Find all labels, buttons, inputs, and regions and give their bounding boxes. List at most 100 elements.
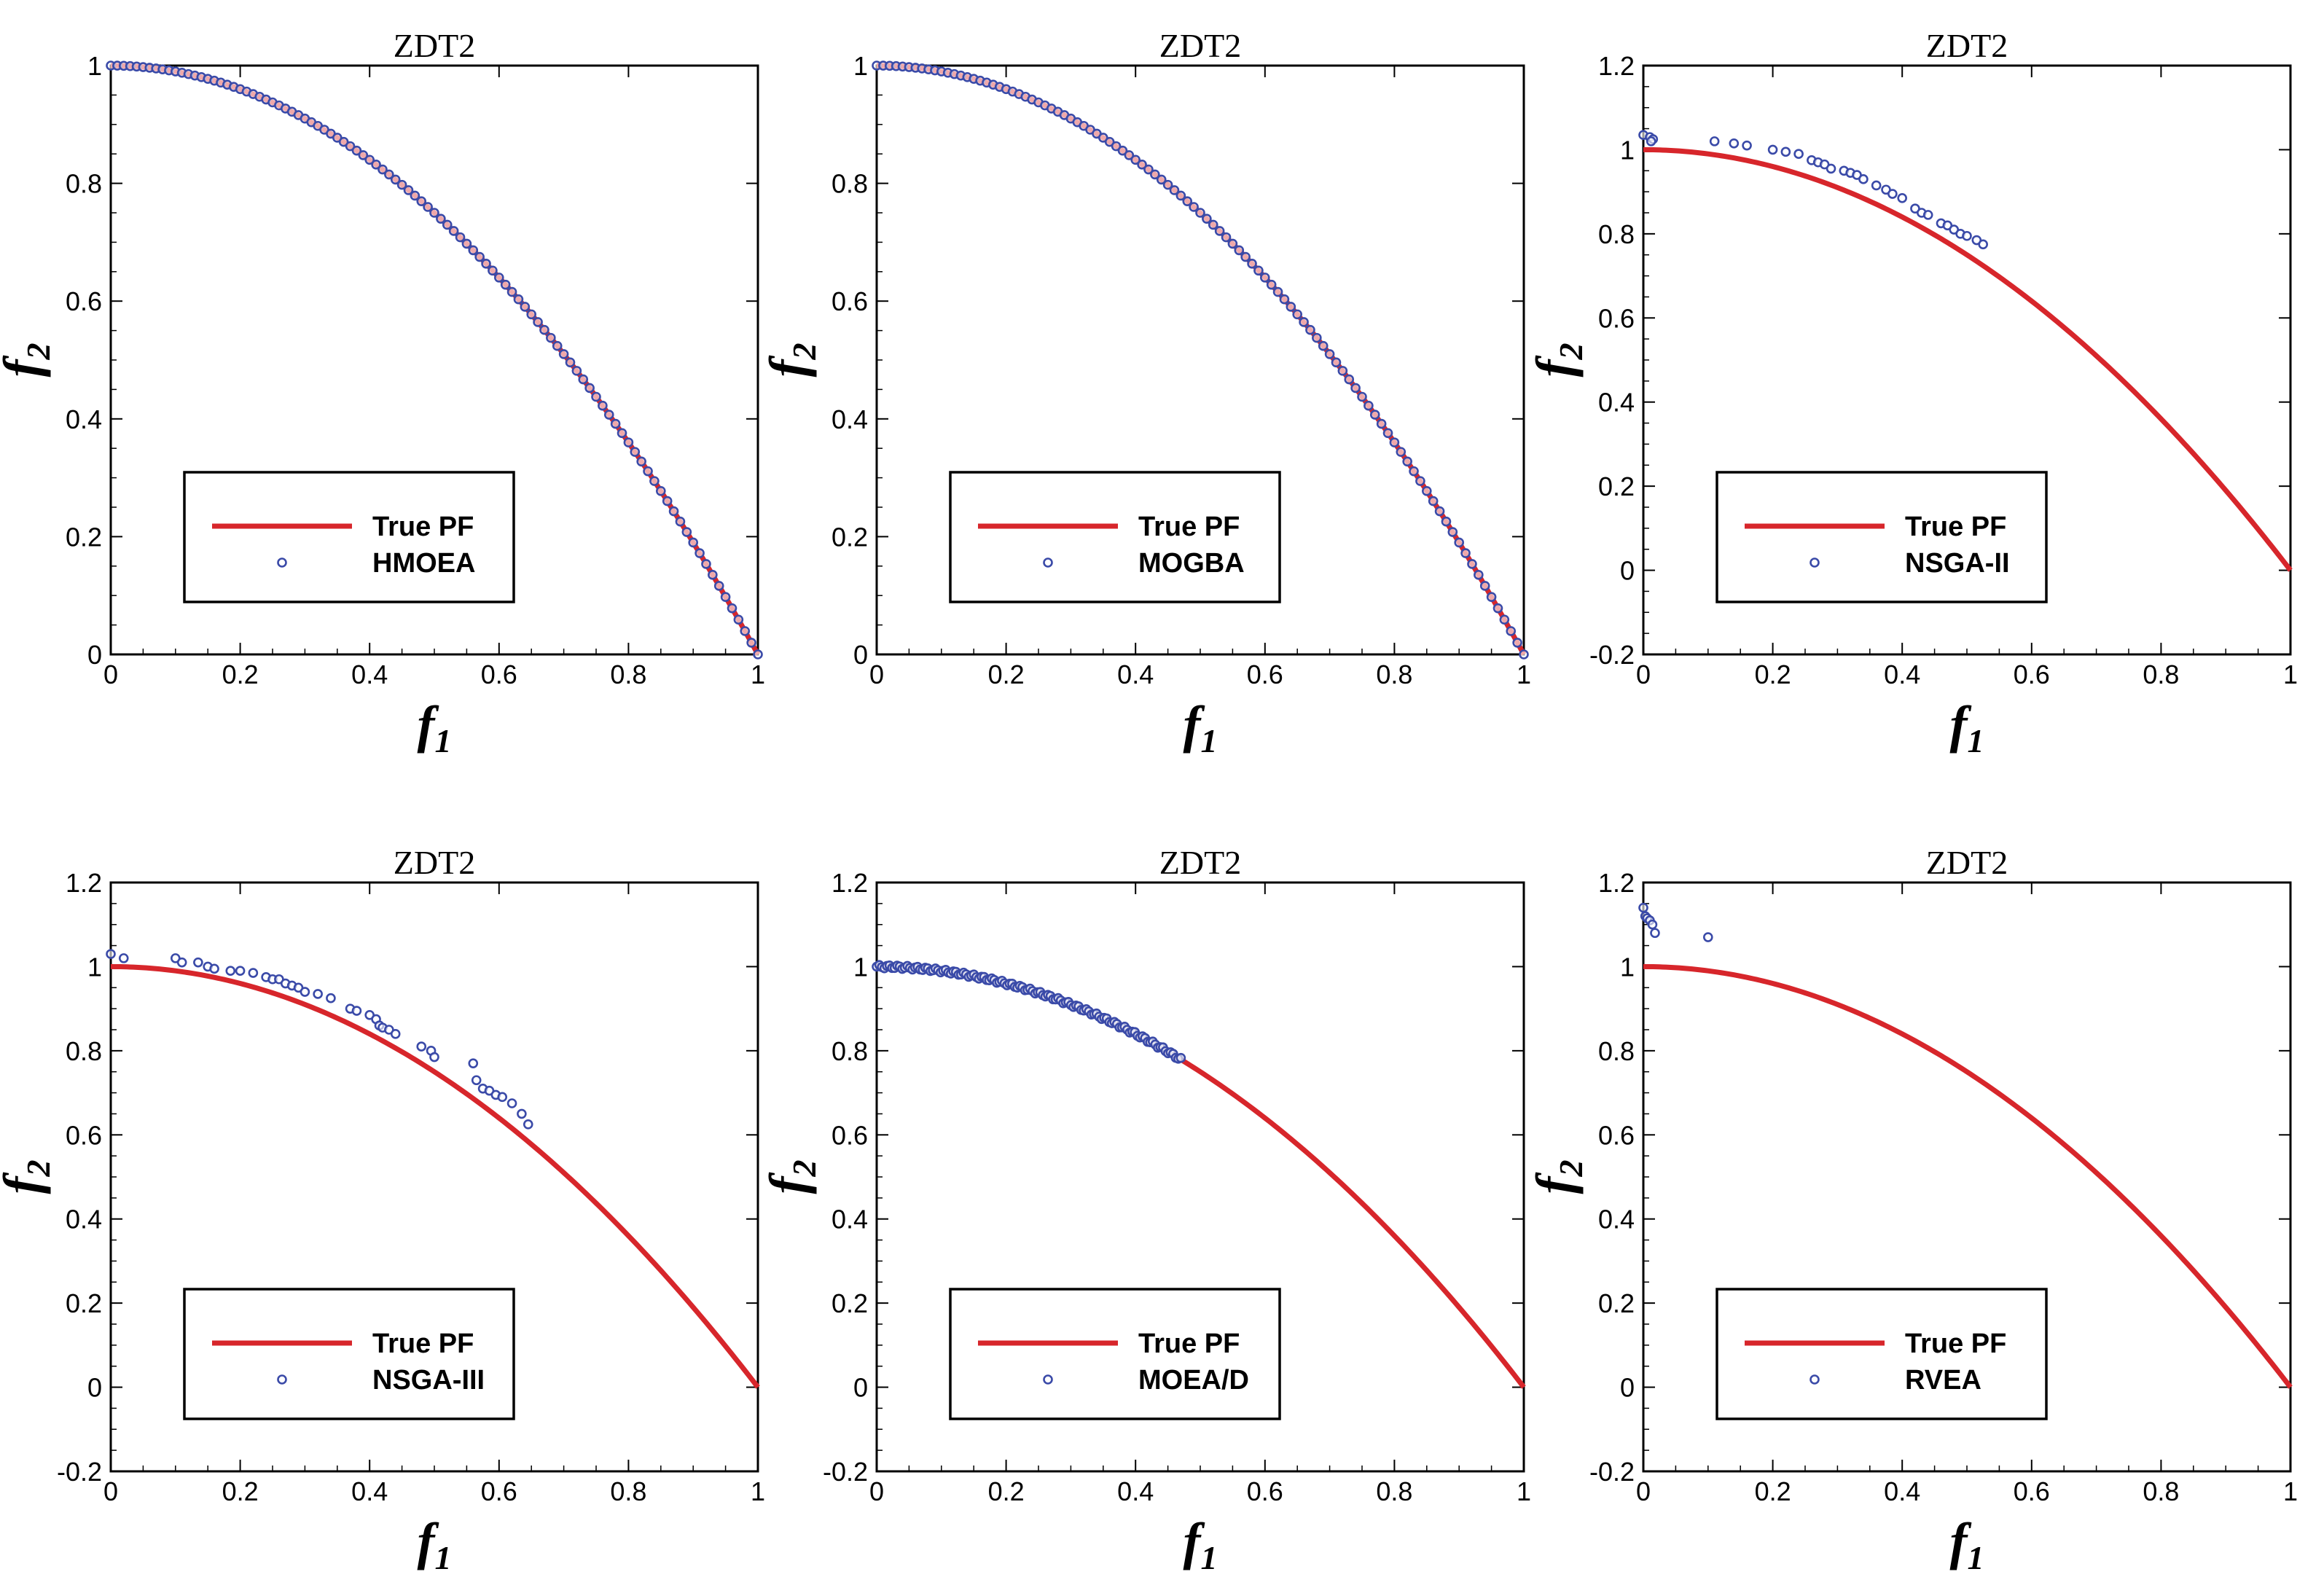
data-point: [1260, 273, 1270, 283]
data-point: [610, 418, 621, 429]
data-point: [662, 496, 673, 506]
data-point: [733, 614, 744, 625]
legend-marker-label: MOGBA: [1138, 548, 1245, 579]
data-point: [1150, 169, 1160, 180]
data-point: [1422, 485, 1432, 496]
data-point: [461, 238, 472, 249]
data-point: [623, 437, 634, 447]
data-point: [176, 957, 187, 968]
data-point: [1324, 349, 1335, 359]
data-point: [1272, 286, 1283, 297]
data-point: [1376, 418, 1387, 429]
data-point: [753, 649, 763, 660]
data-point: [1369, 410, 1380, 420]
x-tick-label: 0.8: [2143, 660, 2179, 689]
data-point: [1499, 614, 1510, 625]
x-tick-label: 0: [103, 660, 118, 689]
y-tick-label: 0.4: [66, 1205, 102, 1234]
data-point: [474, 251, 485, 262]
data-point: [1382, 428, 1393, 439]
data-point: [643, 466, 653, 477]
chart-title: ZDT2: [1159, 27, 1241, 64]
data-point: [1519, 649, 1529, 660]
x-tick-label: 1: [751, 1476, 765, 1506]
legend-box: [183, 1288, 515, 1420]
legend-box: [949, 471, 1281, 603]
y-tick-label: 0.8: [66, 169, 102, 199]
data-point: [1175, 190, 1186, 201]
x-axis-label: f1: [418, 695, 452, 759]
data-point: [1646, 136, 1656, 146]
x-tick-label: 0.2: [222, 660, 259, 689]
data-point: [1389, 437, 1400, 447]
legend-box: [949, 1288, 1281, 1420]
legend-line-label: True PF: [1138, 512, 1240, 542]
data-point: [313, 989, 323, 999]
y-tick-label: 0.4: [66, 404, 102, 434]
x-tick-label: 0.2: [222, 1476, 259, 1506]
data-point: [364, 154, 375, 165]
data-point: [471, 1075, 482, 1086]
data-point: [1460, 548, 1471, 558]
data-point: [468, 245, 479, 256]
data-point: [506, 1098, 517, 1108]
x-tick-label: 0: [1636, 1476, 1651, 1506]
data-point: [1286, 302, 1296, 312]
data-point: [1826, 163, 1836, 174]
x-tick-label: 0.2: [1755, 660, 1791, 689]
x-tick-label: 0.2: [988, 1476, 1025, 1506]
data-point: [1143, 164, 1154, 175]
y-tick-label: 0: [1620, 556, 1635, 586]
data-point: [727, 603, 738, 614]
y-axis-label: f2: [0, 343, 57, 377]
marker-series: [872, 60, 1529, 660]
data-point: [546, 332, 556, 343]
data-point: [1922, 210, 1933, 220]
data-point: [1247, 259, 1257, 269]
y-tick-label: 0: [87, 640, 102, 670]
x-tick-label: 0: [869, 660, 884, 689]
data-point: [1703, 932, 1713, 942]
legend-line-label: True PF: [372, 1328, 474, 1359]
x-tick-label: 0.4: [351, 660, 388, 689]
y-tick-label: 0.8: [832, 1036, 868, 1066]
data-point: [371, 160, 381, 170]
y-tick-label: 1: [853, 51, 868, 81]
data-point: [533, 317, 543, 327]
data-point: [1506, 626, 1517, 636]
data-point: [1227, 238, 1238, 249]
y-tick-label: 0.2: [66, 522, 102, 552]
data-point: [448, 226, 459, 236]
chart-title: ZDT2: [394, 27, 475, 64]
y-tick-label: 0: [87, 1373, 102, 1403]
x-tick-label: 0.4: [1117, 660, 1154, 689]
y-tick-label: 1.2: [1598, 868, 1635, 898]
data-point: [1195, 208, 1205, 218]
data-point: [1729, 138, 1740, 149]
data-point: [1415, 476, 1425, 486]
data-point: [488, 265, 498, 276]
y-tick-label: 0.2: [66, 1288, 102, 1318]
legend-line-label: True PF: [1905, 1328, 2006, 1359]
x-tick-label: 0.6: [1247, 1476, 1283, 1506]
data-point: [1467, 559, 1477, 569]
data-point: [1402, 456, 1412, 467]
y-tick-label: 0.4: [832, 404, 868, 434]
data-point: [1447, 527, 1458, 537]
data-point: [326, 993, 336, 1003]
x-tick-label: 0.8: [610, 1476, 646, 1506]
x-tick-label: 1: [2283, 660, 2298, 689]
data-point: [1887, 189, 1898, 199]
data-point: [578, 374, 589, 385]
data-point: [517, 1108, 527, 1119]
data-point: [1189, 202, 1199, 212]
data-point: [1162, 179, 1173, 190]
data-point: [1156, 174, 1167, 185]
data-point: [565, 357, 576, 368]
x-axis-label: f1: [1183, 1512, 1218, 1576]
y-axis-label: f2: [1525, 343, 1589, 377]
y-tick-label: 0.4: [1598, 1205, 1635, 1234]
data-point: [345, 141, 356, 152]
data-point: [390, 1028, 401, 1039]
data-point: [442, 219, 453, 230]
